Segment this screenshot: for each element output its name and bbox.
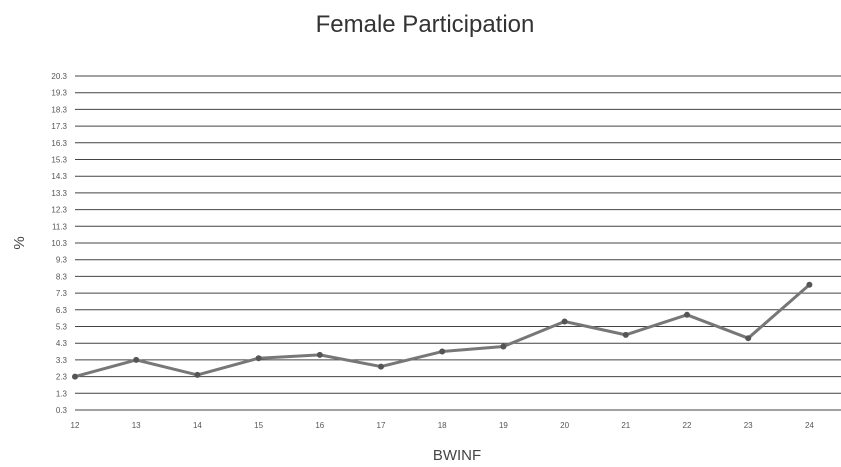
y-tick-label: 1.3 bbox=[56, 389, 68, 398]
data-point bbox=[72, 373, 78, 380]
x-tick-labels: 12 13 14 15 16 17 18 19 20 21 22 23 24 bbox=[71, 421, 815, 430]
x-tick-label: 24 bbox=[805, 421, 814, 430]
y-tick-label: 18.3 bbox=[51, 105, 67, 114]
x-tick-label: 12 bbox=[71, 421, 80, 430]
series-line-0 bbox=[74, 283, 811, 379]
x-tick-label: 23 bbox=[744, 421, 753, 430]
data-point bbox=[194, 371, 201, 378]
grid bbox=[75, 75, 841, 411]
data-point bbox=[500, 343, 507, 350]
y-tick-label: 7.3 bbox=[56, 289, 68, 298]
y-tick-label: 5.3 bbox=[56, 323, 68, 332]
data-point bbox=[806, 281, 813, 288]
y-tick-label: 11.3 bbox=[52, 222, 68, 231]
x-tick-label: 15 bbox=[254, 421, 263, 430]
y-tick-label: 0.3 bbox=[56, 406, 68, 415]
data-point bbox=[255, 355, 262, 362]
x-tick-label: 21 bbox=[621, 421, 630, 430]
y-tick-label: 16.3 bbox=[51, 139, 67, 148]
data-point bbox=[316, 351, 323, 358]
y-tick-label: 19.3 bbox=[51, 89, 67, 98]
y-tick-labels: 0.3 1.3 2.3 3.3 4.3 5.3 6.3 7.3 8.3 9.3 10.3 11.3 12… bbox=[51, 72, 67, 415]
data-point bbox=[133, 356, 140, 363]
data-point bbox=[745, 335, 752, 342]
series bbox=[72, 281, 813, 380]
y-axis-label: % bbox=[11, 236, 28, 249]
x-tick-label: 19 bbox=[499, 421, 508, 430]
x-tick-label: 22 bbox=[683, 421, 692, 430]
chart-title: Female Participation bbox=[316, 11, 535, 38]
y-tick-label: 6.3 bbox=[56, 306, 68, 315]
x-axis-label: BWINF bbox=[433, 447, 481, 464]
data-point bbox=[439, 348, 446, 355]
y-tick-label: 15.3 bbox=[51, 156, 67, 165]
x-tick-label: 13 bbox=[132, 421, 141, 430]
y-tick-label: 14.3 bbox=[51, 172, 67, 181]
data-point bbox=[378, 363, 384, 370]
y-tick-label: 4.3 bbox=[56, 339, 68, 348]
x-tick-label: 14 bbox=[193, 421, 202, 430]
data-point bbox=[622, 331, 629, 338]
y-tick-label: 8.3 bbox=[56, 272, 68, 281]
x-tick-label: 17 bbox=[377, 421, 386, 430]
y-tick-label: 17.3 bbox=[51, 122, 67, 131]
y-tick-label: 9.3 bbox=[56, 256, 68, 265]
data-point bbox=[684, 311, 690, 318]
x-tick-label: 16 bbox=[315, 421, 324, 430]
y-tick-label: 3.3 bbox=[56, 356, 68, 365]
y-tick-label: 20.3 bbox=[51, 72, 67, 81]
y-tick-label: 12.3 bbox=[51, 206, 67, 215]
x-tick-label: 20 bbox=[560, 421, 569, 430]
x-tick-label: 18 bbox=[438, 421, 447, 430]
y-tick-label: 13.3 bbox=[51, 189, 67, 198]
data-point bbox=[561, 318, 568, 325]
y-tick-label: 10.3 bbox=[51, 239, 67, 248]
y-tick-label: 2.3 bbox=[56, 373, 68, 382]
